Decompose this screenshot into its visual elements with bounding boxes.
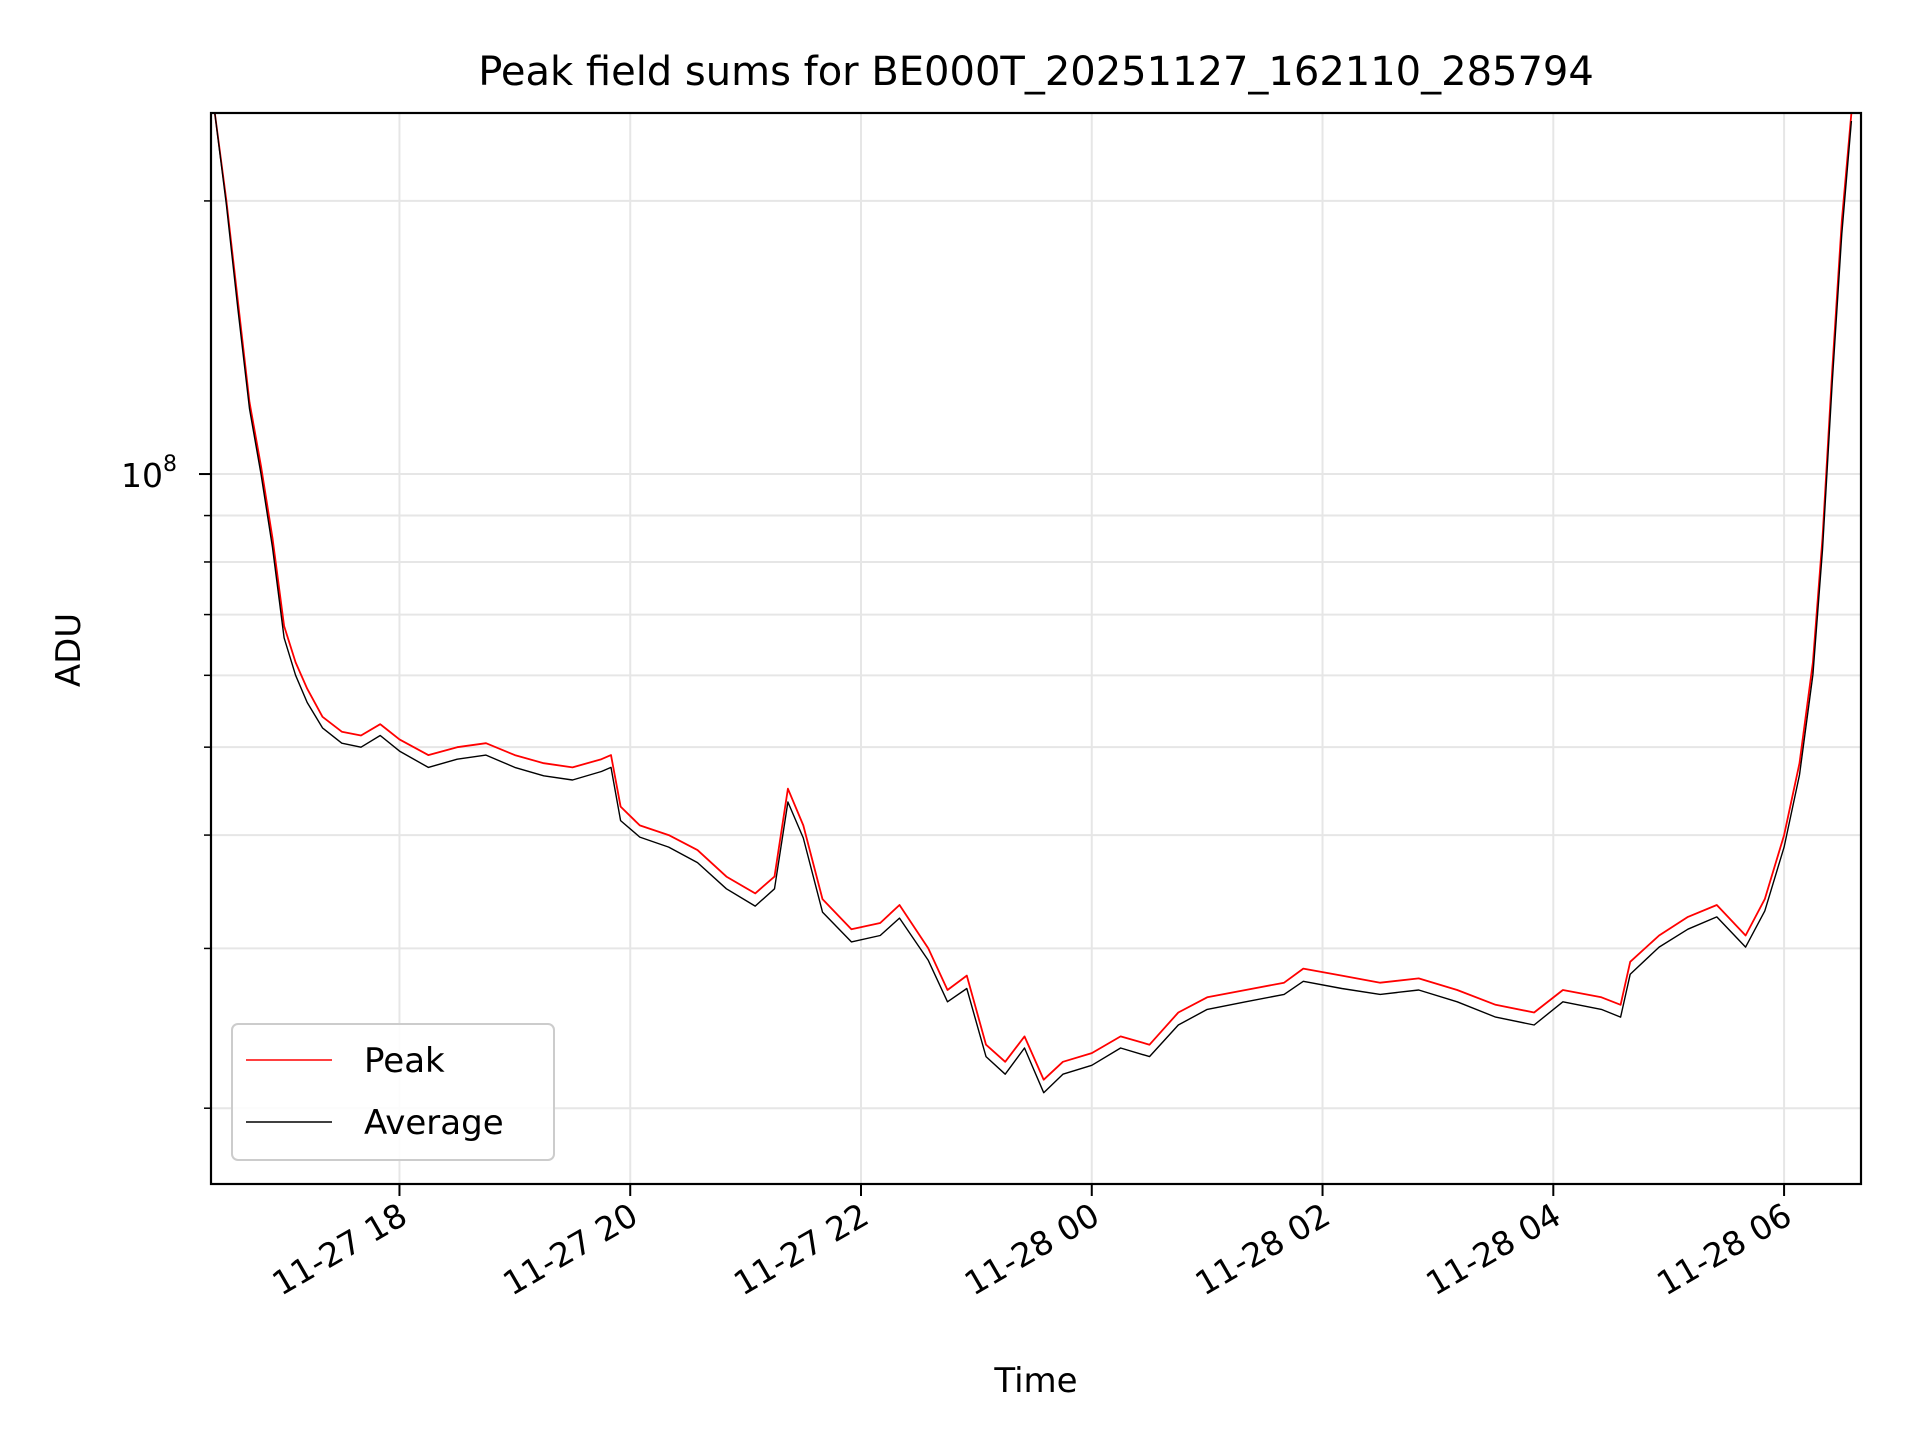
y-tick-label-exponent: 8 (163, 452, 177, 477)
plot-frame (209, 111, 1863, 1186)
chart-title: Peak field sums for BE000T_20251127_1621… (478, 49, 1594, 95)
legend-box (231, 1023, 555, 1161)
legend-label-average: Average (364, 1103, 504, 1143)
x-axis-label: Time (993, 1361, 1077, 1401)
series-lines (213, 112, 1853, 1094)
y-tick-label-base: 10 (121, 456, 163, 495)
y-axis-ticks: 108 (121, 200, 211, 1109)
legend-label-peak: Peak (364, 1041, 445, 1081)
y-axis-label: ADU (49, 613, 89, 687)
legend: Peak Average (231, 1023, 555, 1161)
series-line-peak (213, 112, 1853, 1081)
y-tick-label: 108 (121, 452, 177, 495)
series-line-average (214, 112, 1853, 1094)
grid (211, 113, 1861, 1184)
